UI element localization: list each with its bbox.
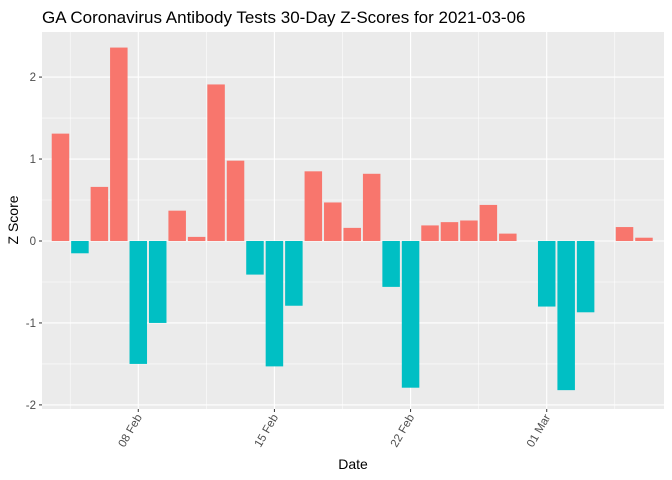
bar: [362, 173, 381, 241]
bar: [343, 227, 361, 241]
bar: [226, 160, 245, 241]
y-tick-label: -1: [26, 318, 36, 330]
bar: [440, 222, 459, 241]
bar: [285, 240, 303, 306]
bar: [557, 240, 575, 391]
y-tick-label: 0: [30, 236, 36, 248]
x-tick-label: 01 Mar: [525, 412, 553, 449]
bar: [499, 233, 517, 241]
bar: [324, 202, 342, 241]
bar: [304, 171, 323, 241]
bar: [51, 133, 70, 241]
bar: [110, 47, 128, 241]
bars: [51, 47, 653, 391]
bar: [207, 84, 225, 241]
bar: [168, 210, 186, 241]
bar: [635, 237, 653, 241]
bar: [90, 186, 109, 241]
y-tick-label: 2: [30, 72, 36, 84]
x-axis-title: Date: [338, 456, 368, 472]
bar: [382, 240, 400, 287]
bar: [129, 240, 148, 364]
bar: [187, 236, 206, 241]
bar: [479, 204, 498, 241]
x-tick-label: 15 Feb: [253, 413, 281, 450]
bar: [576, 240, 595, 313]
bar: [421, 225, 439, 241]
bar: [71, 240, 89, 254]
bar: [615, 227, 634, 241]
x-axis: 08 Feb 15 Feb 22 Feb 01 Mar: [117, 409, 553, 450]
bar: [460, 220, 478, 241]
y-axis: -2 -1 0 1 2: [26, 72, 42, 412]
y-tick-label: 1: [30, 154, 36, 166]
y-tick-label: -2: [26, 400, 36, 412]
bar: [148, 240, 167, 323]
chart-title: GA Coronavirus Antibody Tests 30-Day Z-S…: [42, 8, 525, 27]
y-axis-title: Z Score: [5, 195, 21, 244]
bar: [265, 240, 284, 367]
bar: [246, 240, 264, 275]
bar: [537, 240, 556, 307]
x-tick-label: 08 Feb: [117, 413, 145, 450]
x-tick-label: 22 Feb: [389, 413, 417, 450]
bar: [401, 240, 420, 388]
